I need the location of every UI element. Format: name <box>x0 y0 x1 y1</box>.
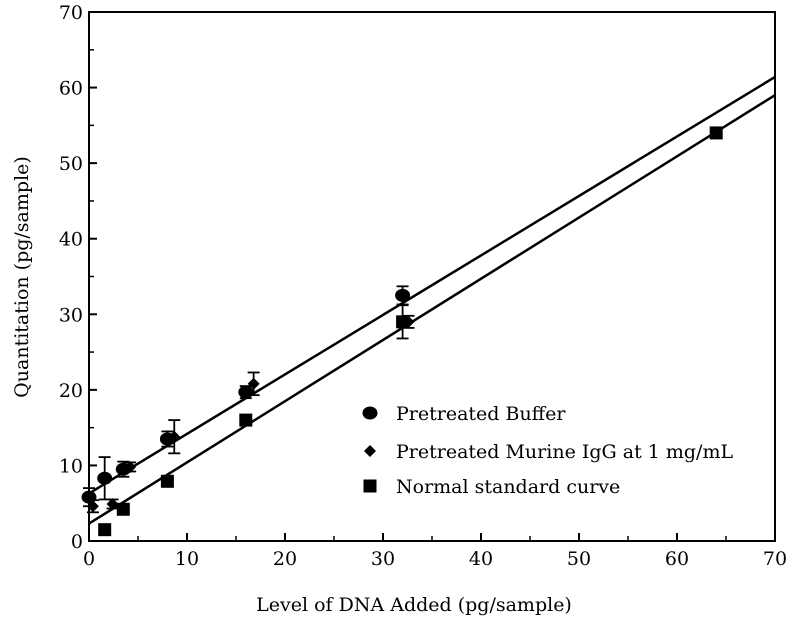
fit-line <box>88 75 776 495</box>
data-points <box>81 126 723 537</box>
y-tick-label: 60 <box>59 78 83 100</box>
square-marker <box>239 413 253 427</box>
x-tick-label: 10 <box>175 548 199 570</box>
legend-circle-marker <box>362 406 378 420</box>
square-marker <box>116 502 130 516</box>
x-axis-ticks: 0 10 20 30 40 50 60 70 <box>83 533 787 570</box>
legend-label: Pretreated Murine IgG at 1 mg/mL <box>396 441 733 463</box>
y-tick-label: 30 <box>59 304 83 326</box>
y-tick-label: 40 <box>59 229 83 251</box>
y-tick-label: 70 <box>59 2 83 24</box>
y-tick-label: 10 <box>59 455 83 477</box>
legend-square-marker <box>363 479 377 493</box>
x-tick-label: 40 <box>469 548 493 570</box>
square-marker <box>709 126 723 140</box>
circle-marker <box>395 288 411 302</box>
x-tick-label: 20 <box>273 548 297 570</box>
y-tick-label: 50 <box>59 153 83 175</box>
y-axis-ticks: 0 10 20 30 40 50 60 70 <box>59 2 97 553</box>
y-tick-label: 20 <box>59 380 83 402</box>
circle-marker <box>97 471 113 485</box>
legend-label: Pretreated Buffer <box>396 403 566 425</box>
y-tick-label: 0 <box>71 531 83 553</box>
legend-diamond-marker <box>364 445 376 457</box>
x-tick-label: 30 <box>371 548 395 570</box>
square-marker <box>98 523 112 537</box>
legend-label: Normal standard curve <box>396 476 620 498</box>
circle-marker <box>238 385 254 399</box>
x-tick-label: 50 <box>567 548 591 570</box>
legend: Pretreated Buffer Pretreated Murine IgG a… <box>362 403 733 498</box>
diamond-marker <box>86 500 99 513</box>
x-axis-label: Level of DNA Added (pg/sample) <box>256 594 572 616</box>
fit-lines <box>88 75 776 525</box>
square-marker <box>160 474 174 488</box>
y-axis-label: Quantitation (pg/sample) <box>11 156 33 398</box>
diamond-marker <box>247 377 260 390</box>
diamond-marker <box>124 460 137 473</box>
x-tick-label: 0 <box>83 548 95 570</box>
fit-line <box>88 94 776 525</box>
x-tick-label: 60 <box>665 548 689 570</box>
diamond-marker <box>168 430 181 443</box>
x-tick-label: 70 <box>763 548 787 570</box>
diamond-marker <box>106 497 119 510</box>
square-marker <box>396 315 410 329</box>
